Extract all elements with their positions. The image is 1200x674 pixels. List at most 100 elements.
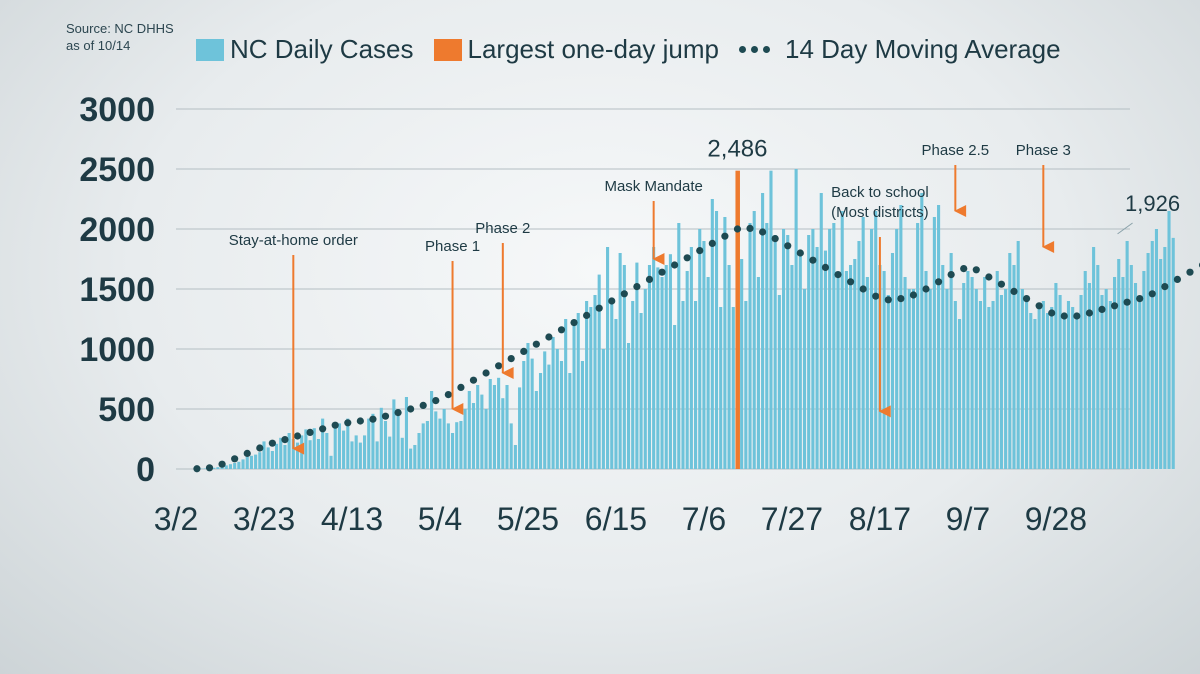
bar [807, 235, 811, 469]
moving-average-point [193, 465, 201, 473]
bar [1121, 277, 1125, 469]
moving-average-point [997, 280, 1006, 288]
moving-average-point [583, 311, 591, 319]
bar [1167, 211, 1171, 469]
x-tick-label: 7/6 [682, 501, 726, 537]
moving-average-point [708, 239, 716, 247]
bar [987, 307, 991, 469]
bar [593, 295, 597, 469]
y-tick-label: 500 [98, 391, 155, 429]
bar [354, 435, 358, 469]
bar [694, 301, 698, 469]
moving-average-point [407, 405, 415, 413]
annotation-label: Phase 3 [1016, 142, 1071, 159]
moving-average-point [243, 449, 251, 457]
moving-average-point [1161, 283, 1169, 291]
bar [836, 277, 840, 469]
bar [857, 241, 861, 469]
bar [1050, 307, 1054, 469]
bar [300, 435, 304, 469]
bar [1117, 259, 1121, 469]
bar [626, 343, 631, 469]
bar [203, 468, 207, 469]
moving-average-point [419, 401, 427, 409]
bar [371, 413, 375, 469]
bar [404, 397, 408, 469]
bar [882, 271, 886, 469]
annotation-label: Phase 1 [425, 238, 480, 255]
moving-average-point [1136, 295, 1144, 303]
bar [752, 211, 756, 469]
bar [698, 229, 702, 469]
bar [383, 421, 388, 469]
bar [1016, 241, 1020, 469]
bar [228, 464, 233, 469]
bar [1113, 277, 1117, 469]
bar [907, 289, 911, 469]
bar [249, 455, 253, 469]
moving-average-point [947, 271, 955, 279]
bar [761, 193, 765, 469]
bar [350, 441, 354, 469]
bar [861, 217, 865, 469]
moving-average-point [759, 228, 767, 236]
bar [342, 430, 346, 469]
bar [530, 358, 534, 469]
x-tick-label: 4/13 [321, 501, 383, 537]
legend-largest-jump: Largest one-day jump [433, 34, 719, 65]
moving-average-point [633, 283, 641, 291]
bar [434, 411, 438, 469]
bar [509, 423, 513, 469]
bar [995, 271, 999, 469]
bar [740, 259, 744, 469]
moving-average-point [1035, 302, 1043, 310]
bar [1150, 241, 1154, 469]
moving-average-point [432, 397, 440, 405]
bar [782, 229, 786, 469]
annotation-label: Phase 2.5 [922, 142, 990, 159]
bar [802, 289, 807, 469]
source-note: Source: NC DHHS as of 10/14 [66, 20, 174, 54]
bar [513, 445, 517, 469]
bar [576, 313, 580, 469]
moving-average-point [1098, 305, 1106, 313]
moving-average-point [972, 266, 980, 274]
moving-average-point [457, 383, 465, 391]
bar [564, 319, 568, 469]
bar [895, 229, 899, 469]
moving-average-point [683, 254, 691, 262]
bar [1037, 307, 1041, 469]
bar [727, 265, 731, 469]
bar [1020, 289, 1024, 469]
annotation-label: Back to school [831, 184, 929, 201]
bar [501, 398, 505, 469]
bar [811, 229, 815, 469]
bar [551, 337, 555, 469]
annotation-label: Phase 2 [475, 220, 530, 237]
largest-jump-bar [735, 170, 740, 469]
bar [756, 277, 760, 469]
bar [1075, 313, 1079, 469]
moving-average-point [960, 265, 968, 273]
x-tick-label: 6/15 [585, 501, 647, 537]
bar [731, 307, 735, 469]
bar [559, 361, 564, 469]
bar [518, 387, 522, 469]
legend-daily-cases: NC Daily Cases [196, 34, 414, 65]
largest-jump-label: 2,486 [707, 136, 767, 163]
bar [1066, 301, 1071, 469]
bar [266, 447, 270, 469]
bar [572, 325, 576, 469]
moving-average-point [1186, 268, 1194, 276]
bar [932, 217, 936, 469]
bar [869, 229, 874, 469]
x-tick-label: 5/4 [418, 501, 462, 537]
legend-moving-average: 14 Day Moving Average [738, 34, 1061, 65]
bar [706, 277, 710, 469]
moving-average-point [1148, 290, 1156, 298]
moving-average-point [344, 419, 352, 427]
legend-jump-swatch [433, 38, 462, 61]
moving-average-point [746, 224, 754, 232]
bar [719, 307, 723, 469]
